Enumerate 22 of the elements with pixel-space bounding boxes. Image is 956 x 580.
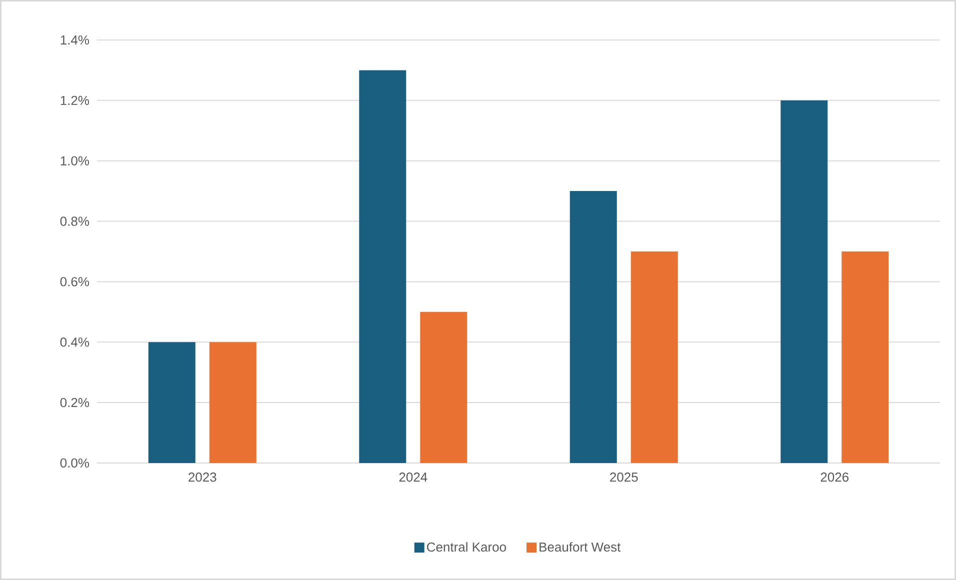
y-tick-label: 0.4% [60,338,90,347]
bar [209,342,256,463]
y-tick-label: 1.0% [60,156,90,166]
bar [359,70,406,463]
y-tick-label: 0.8% [60,216,90,226]
x-tick-label: 2026 [820,472,849,482]
bar [570,191,617,463]
bar [780,100,828,463]
y-tick-label: 1.4% [60,35,90,45]
legend-label: Beaufort West [540,542,621,552]
y-tick-label: 0.0% [60,458,90,468]
y-tick-label: 0.2% [60,398,90,408]
x-tick-label: 2023 [188,472,216,482]
bar [420,312,468,463]
bar [630,251,678,463]
x-tick-label: 2025 [610,472,638,482]
bar [842,251,889,463]
x-tick-label: 2024 [399,472,428,482]
y-tick-label: 1.2% [60,96,90,105]
bar [148,342,196,463]
legend-label: Central Karoo [426,542,506,552]
y-tick-label: 0.6% [60,277,90,286]
